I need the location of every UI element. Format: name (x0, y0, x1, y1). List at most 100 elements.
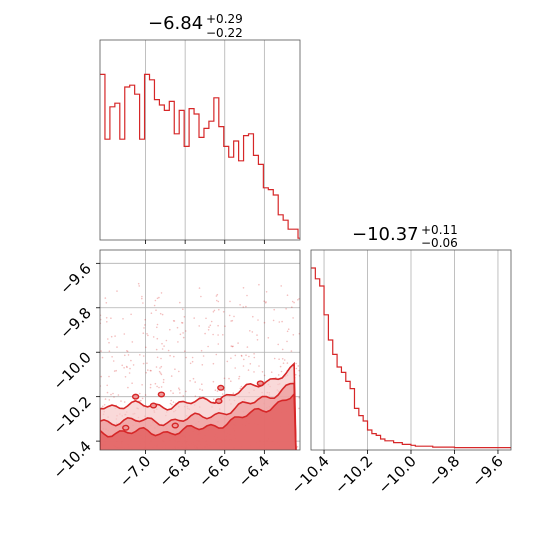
scatter-point (212, 362, 215, 365)
scatter-point (212, 333, 214, 336)
scatter-point (183, 316, 186, 318)
density-contour-island (157, 391, 166, 398)
scatter-point (232, 345, 234, 348)
scatter-point (170, 399, 172, 402)
scatter-point (123, 367, 125, 369)
scatter-point (141, 384, 143, 386)
scatter-point (104, 297, 107, 299)
scatter-point (228, 377, 230, 380)
scatter-point (245, 305, 247, 308)
scatter-point (169, 354, 171, 357)
scatter-point (232, 392, 235, 395)
scatter-point (110, 393, 112, 396)
scatter-point (132, 364, 135, 366)
panel-frame (99, 39, 301, 241)
scatter-point (182, 395, 185, 397)
scatter-point (230, 345, 233, 347)
scatter-point (167, 349, 170, 352)
scatter-point (248, 355, 250, 358)
scatter-point (107, 338, 109, 340)
scatter-point (278, 321, 281, 323)
scatter-point (286, 362, 289, 364)
scatter-point (112, 392, 114, 395)
scatter-point (234, 367, 236, 369)
scatter-point (258, 365, 260, 367)
scatter-point (297, 365, 300, 367)
scatter-point (139, 354, 141, 356)
scatter-point (207, 345, 209, 348)
scatter-point (295, 362, 297, 365)
scatter-point (200, 295, 202, 298)
scatter-point (240, 355, 243, 357)
scatter-point (185, 356, 187, 359)
scatter-point (150, 369, 152, 372)
scatter-point (239, 304, 241, 306)
scatter-point (160, 292, 163, 294)
density-contour-island (215, 398, 223, 405)
y-tick-label: −9.8 (56, 304, 94, 342)
scatter-point (173, 320, 176, 322)
scatter-point (144, 394, 147, 396)
scatter-point (198, 325, 200, 327)
scatter-point (141, 297, 143, 300)
scatter-point (162, 381, 165, 384)
scatter-point (149, 386, 152, 389)
scatter-point (145, 371, 147, 374)
scatter-point (231, 345, 234, 348)
scatter-point (252, 315, 254, 318)
scatter-point (181, 321, 183, 324)
scatter-point (209, 324, 212, 327)
scatter-point (298, 396, 300, 399)
scatter-point (286, 340, 288, 343)
panel-title: −6.84 (148, 13, 203, 34)
scatter-point (172, 401, 175, 403)
scatter-point (204, 332, 206, 335)
scatter-point (101, 356, 104, 359)
scatter-point (194, 381, 196, 383)
scatter-point (138, 285, 140, 287)
scatter-point (105, 317, 108, 319)
scatter-point (272, 319, 275, 322)
scatter-point (123, 401, 126, 403)
scatter-point (217, 300, 220, 303)
scatter-point (156, 297, 159, 300)
histogram-series (311, 267, 511, 449)
scatter-point (290, 350, 293, 352)
scatter-point (127, 386, 129, 389)
scatter-point (106, 391, 109, 394)
scatter-point (172, 392, 174, 395)
scatter-point (292, 334, 295, 336)
scatter-point (277, 343, 280, 346)
density-contour-island (131, 393, 140, 400)
scatter-point (242, 306, 245, 308)
scatter-point (176, 326, 179, 329)
scatter-point (293, 301, 295, 304)
scatter-point (182, 332, 184, 334)
scatter-point (228, 314, 231, 317)
scatter-point (217, 324, 219, 327)
scatter-point (116, 290, 118, 292)
scatter-point (251, 331, 254, 333)
scatter-point (170, 390, 172, 392)
x-tick-label: −6.4 (235, 452, 273, 490)
scatter-point (159, 367, 161, 369)
scatter-point (212, 311, 215, 313)
scatter-point (233, 315, 235, 318)
scatter-point (170, 375, 173, 377)
scatter-point (184, 330, 187, 332)
scatter-point (208, 326, 210, 328)
scatter-point (139, 392, 141, 395)
scatter-point (218, 308, 220, 311)
scatter-point (156, 385, 158, 388)
scatter-point (285, 308, 287, 310)
scatter-point (243, 358, 245, 361)
scatter-point (238, 375, 241, 378)
scatter-point (205, 317, 207, 320)
scatter-point (193, 317, 195, 319)
scatter-point (158, 296, 160, 299)
scatter-point (110, 335, 113, 338)
scatter-point (172, 320, 175, 322)
panel-frame (99, 249, 301, 451)
scatter-point (112, 360, 115, 362)
